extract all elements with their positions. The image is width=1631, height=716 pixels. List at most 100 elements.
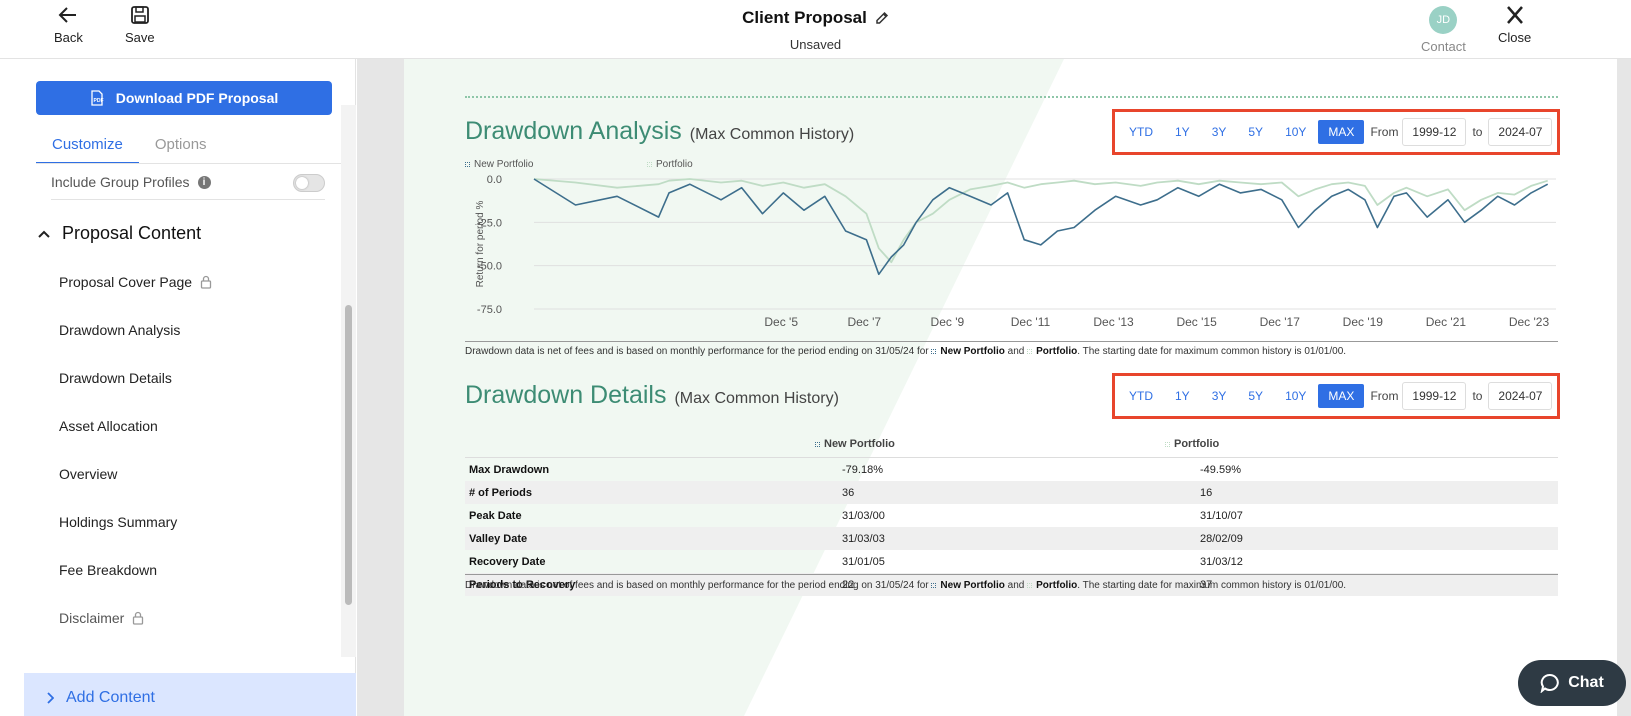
legend-swatch [931, 582, 937, 588]
nav-item-drawdown-details[interactable]: Drawdown Details [59, 370, 172, 386]
row-label: Max Drawdown [469, 463, 550, 476]
save-status: Unsaved [789, 37, 842, 52]
footnote-text: Drawdown data is net of fees and is base… [465, 346, 929, 357]
nav-item-cover-page[interactable]: Proposal Cover Page [59, 274, 212, 290]
cell-new-portfolio: 22 [842, 578, 855, 591]
close-label: Close [1498, 30, 1532, 45]
contact-button[interactable]: JD Contact [1421, 6, 1466, 54]
x-tick-label: Dec '23 [1509, 315, 1550, 329]
series-line-portfolio [533, 178, 1548, 264]
legend-swatch [815, 441, 820, 447]
range-3y-button[interactable]: 3Y [1211, 125, 1227, 139]
group-profiles-row: Include Group Profiles i [51, 165, 325, 200]
avatar: JD [1429, 6, 1458, 34]
row-label: # of Periods [469, 486, 532, 499]
legend-new-portfolio: New Portfolio [465, 159, 533, 170]
chat-bubble-icon [1540, 673, 1559, 693]
table-bottom-rule [465, 574, 1558, 575]
save-label: Save [125, 30, 155, 45]
nav-item-asset-allocation[interactable]: Asset Allocation [59, 418, 158, 434]
nav-item-label: Drawdown Details [59, 370, 172, 386]
range-5y-button[interactable]: 5Y [1248, 389, 1264, 403]
from-label: From [1370, 125, 1399, 139]
table-header-new-portfolio: New Portfolio [815, 438, 1165, 450]
column-label: New Portfolio [824, 438, 895, 450]
download-pdf-button[interactable]: PDF Download PDF Proposal [36, 81, 332, 115]
chat-label: Chat [1568, 674, 1604, 691]
x-tick-label: Dec '15 [1176, 315, 1217, 329]
range-max-button[interactable]: MAX [1318, 120, 1365, 144]
chat-button[interactable]: Chat [1518, 660, 1626, 706]
cell-portfolio: 16 [1200, 486, 1213, 499]
cell-new-portfolio: 31/01/05 [842, 555, 885, 568]
footnote-suffix: . The starting date for maximum common h… [1077, 346, 1347, 357]
analysis-range-selector: YTD 1Y 3Y 5Y 10Y MAX From 1999-12 to 202… [1112, 109, 1560, 155]
close-button[interactable]: Close [1498, 6, 1531, 45]
nav-item-label: Asset Allocation [59, 418, 158, 434]
nav-item-drawdown-analysis[interactable]: Drawdown Analysis [59, 322, 180, 338]
drawdown-chart: 0.0 -25.0 -50.0 -75.0 Return for period % Dec… [475, 174, 1556, 329]
nav-item-label: Overview [59, 466, 118, 482]
section-title-text: Drawdown Details [465, 381, 667, 409]
cell-new-portfolio: -79.18% [842, 463, 883, 476]
chevron-up-icon [38, 230, 50, 238]
range-ytd-button[interactable]: YTD [1129, 125, 1153, 139]
legend-label: Portfolio [656, 159, 693, 170]
footnote-text: Drawdown data is net of fees and is base… [465, 580, 929, 591]
from-date-input[interactable]: 1999-12 [1402, 118, 1467, 146]
to-date-input[interactable]: 2024-07 [1488, 382, 1553, 410]
drawdown-analysis-title: Drawdown Analysis (Max Common History) [465, 117, 854, 146]
proposal-content-title: Proposal Content [62, 223, 202, 243]
range-5y-button[interactable]: 5Y [1248, 125, 1264, 139]
x-tick-label: Dec '17 [1260, 315, 1301, 329]
to-label: to [1472, 125, 1483, 139]
group-profiles-toggle[interactable] [293, 174, 325, 192]
sidebar-tabs: Customize Options [36, 134, 223, 164]
back-button[interactable]: Back [54, 6, 83, 45]
section-subtitle: (Max Common History) [689, 126, 855, 143]
y-tick-label: -75.0 [477, 304, 502, 316]
to-date-input[interactable]: 2024-07 [1488, 118, 1553, 146]
legend-label: New Portfolio [474, 159, 534, 170]
add-content-button[interactable]: Add Content [24, 673, 356, 716]
sidebar-scroll-thumb[interactable] [345, 305, 352, 605]
table-row: Recovery Date 31/01/05 31/03/12 [465, 550, 1558, 573]
range-ytd-button[interactable]: YTD [1129, 389, 1153, 403]
pencil-icon[interactable] [875, 11, 889, 25]
range-10y-button[interactable]: 10Y [1285, 125, 1307, 139]
tab-customize[interactable]: Customize [36, 134, 139, 164]
range-1y-button[interactable]: 1Y [1175, 389, 1190, 403]
cell-portfolio: 31/03/12 [1200, 555, 1243, 568]
arrow-left-icon [59, 7, 77, 23]
back-label: Back [54, 30, 83, 45]
add-content-label: Add Content [66, 689, 155, 706]
nav-item-disclaimer[interactable]: Disclaimer [59, 610, 144, 626]
nav-item-holdings-summary[interactable]: Holdings Summary [59, 514, 177, 530]
y-tick-label: 0.0 [487, 174, 502, 186]
table-header-portfolio: Portfolio [1165, 438, 1219, 450]
from-date-input[interactable]: 1999-12 [1402, 382, 1467, 410]
cell-new-portfolio: 31/03/00 [842, 509, 885, 522]
legend-swatch [465, 161, 470, 167]
range-3y-button[interactable]: 3Y [1211, 389, 1227, 403]
nav-item-fee-breakdown[interactable]: Fee Breakdown [59, 562, 157, 578]
tab-options[interactable]: Options [154, 136, 207, 153]
cell-new-portfolio: 31/03/03 [842, 532, 885, 545]
range-1y-button[interactable]: 1Y [1175, 125, 1190, 139]
proposal-content-header[interactable]: Proposal Content [38, 223, 201, 244]
legend-portfolio: Portfolio [647, 159, 693, 170]
download-pdf-label: Download PDF Proposal [115, 90, 279, 106]
range-max-button[interactable]: MAX [1318, 384, 1365, 408]
range-10y-button[interactable]: 10Y [1285, 389, 1307, 403]
nav-item-overview[interactable]: Overview [59, 466, 117, 482]
footnote-series1: New Portfolio [940, 346, 1005, 357]
from-label: From [1370, 389, 1399, 403]
chart-bottom-rule [465, 341, 1558, 342]
column-label: Portfolio [1174, 438, 1220, 450]
info-icon[interactable]: i [197, 175, 211, 189]
y-tick-label: -25.0 [477, 217, 502, 229]
lock-icon [133, 611, 144, 625]
save-button[interactable]: Save [125, 6, 155, 45]
lock-icon [200, 275, 212, 289]
cell-portfolio: 31/10/07 [1200, 509, 1243, 522]
